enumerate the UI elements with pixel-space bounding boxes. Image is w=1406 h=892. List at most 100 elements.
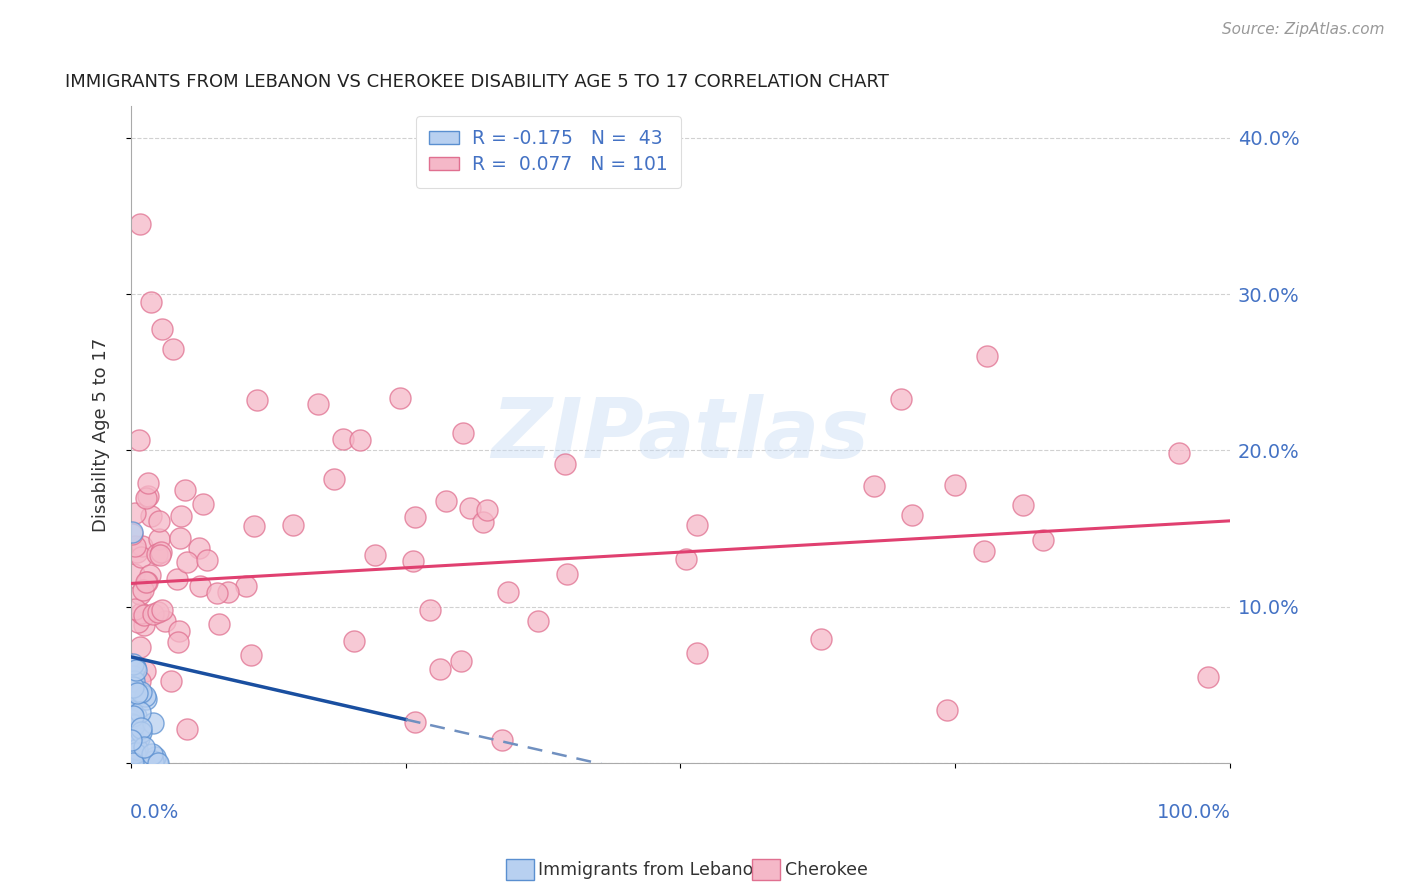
Point [402,554,425,568]
Text: IMMIGRANTS FROM LEBANON VS CHEROKEE DISABILITY AGE 5 TO 17 CORRELATION CHART: IMMIGRANTS FROM LEBANON VS CHEROKEE DISA… [65,73,889,91]
Point [142,716,165,731]
Point [141,747,163,761]
Point [122,741,145,756]
Point [129,721,152,735]
Point [453,425,475,440]
Point [143,750,166,764]
Point [121,738,143,752]
Point [122,680,145,694]
Point [167,624,190,639]
Point [1167,446,1189,460]
Point [122,708,145,723]
Point [127,615,149,630]
Point [128,731,150,745]
Point [973,544,995,558]
Point [1032,533,1054,547]
Point [686,646,709,660]
Point [121,733,143,747]
Point [205,585,228,599]
Point [364,548,387,562]
Point [128,673,150,688]
Point [235,578,257,592]
Text: 0.0%: 0.0% [131,803,180,822]
Point [150,603,173,617]
Point [174,483,197,497]
Point [686,517,709,532]
Point [343,634,366,648]
Point [121,524,143,539]
Point [1012,498,1035,512]
Point [217,585,239,599]
Text: Immigrants from Lebanon: Immigrants from Lebanon [538,861,765,879]
Point [124,506,146,520]
Point [675,552,697,566]
Point [491,732,513,747]
Point [389,391,412,405]
Point [127,686,149,700]
Point [120,714,142,728]
Point [436,493,458,508]
Point [150,544,173,558]
Point [458,500,481,515]
Point [129,725,152,739]
Legend: R = -0.175   N =  43, R =  0.077   N = 101: R = -0.175 N = 43, R = 0.077 N = 101 [416,116,681,187]
Point [121,717,143,731]
Point [195,553,218,567]
Point [132,583,155,598]
Point [129,685,152,699]
Point [124,660,146,674]
Point [555,566,578,581]
Text: Source: ZipAtlas.com: Source: ZipAtlas.com [1222,22,1385,37]
Point [125,742,148,756]
Point [124,539,146,553]
Point [146,605,169,619]
Point [121,728,143,742]
Point [127,545,149,559]
Point [122,756,145,771]
Point [129,640,152,654]
Text: 100.0%: 100.0% [1157,803,1230,822]
Point [128,756,150,771]
Text: Cherokee: Cherokee [785,861,868,879]
Point [121,754,143,768]
Point [124,690,146,704]
Point [240,648,263,662]
Point [128,587,150,601]
Y-axis label: Disability Age 5 to 17: Disability Age 5 to 17 [93,338,110,532]
Point [136,476,159,491]
Point [150,321,173,335]
Point [120,733,142,747]
Point [136,575,159,590]
Point [128,686,150,700]
Point [121,526,143,541]
Point [122,733,145,747]
Text: ZIPatlas: ZIPatlas [492,394,869,475]
Point [890,392,912,407]
Point [134,689,156,703]
Point [135,575,157,590]
Point [141,508,163,523]
Point [129,217,152,231]
Point [475,502,498,516]
Point [943,478,966,492]
Point [429,662,451,676]
Point [128,434,150,448]
Point [450,654,472,668]
Point [122,673,145,688]
Point [125,663,148,677]
Point [307,397,329,411]
Point [141,607,163,621]
Point [170,509,193,524]
Point [349,433,371,447]
Point [142,754,165,768]
Point [935,703,957,717]
Point [160,674,183,689]
Point [176,722,198,736]
Point [208,617,231,632]
Point [166,572,188,586]
Point [527,614,550,628]
Point [148,533,170,547]
Point [132,608,155,623]
Point [176,555,198,569]
Point [146,756,169,771]
